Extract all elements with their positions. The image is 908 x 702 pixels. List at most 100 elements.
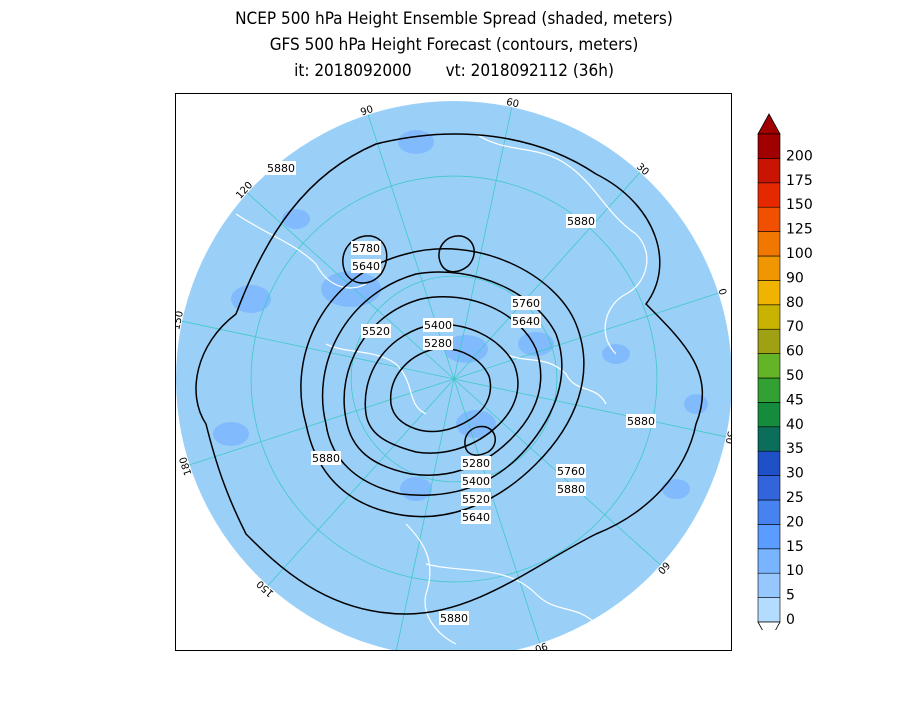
- contour-label-bg: [351, 241, 381, 255]
- contour-label: 5880: [440, 612, 468, 625]
- height-contour-4: [364, 323, 519, 454]
- colorbar-label: 125: [786, 222, 813, 238]
- colorbar-swatch-4: [757, 499, 781, 525]
- init-time: it: 2018092000: [294, 61, 412, 81]
- longitude-label: 150: [176, 310, 186, 331]
- colorbar-label: 5: [786, 588, 795, 604]
- meridian-2: [453, 292, 719, 380]
- colorbar-label: 25: [786, 490, 804, 506]
- contour-label-bg: [423, 336, 453, 350]
- coastline-0: [475, 133, 648, 355]
- meridian-9: [181, 320, 455, 380]
- longitude-label: 0: [716, 287, 728, 296]
- contour-label: 5640: [462, 511, 490, 524]
- contour-label-bg: [266, 161, 296, 175]
- colorbar-swatch-10: [757, 353, 781, 379]
- colorbar-swatch-2: [757, 548, 781, 574]
- contour-label: 5880: [312, 452, 340, 465]
- spread-shade-0: [398, 130, 434, 154]
- contour-label-bg: [439, 611, 469, 625]
- contour-label: 5400: [462, 475, 490, 488]
- contour-label-bg: [626, 414, 656, 428]
- colorbar-label: 100: [786, 246, 813, 262]
- contour-label-bg: [311, 451, 341, 465]
- colorbar-swatch-9: [757, 377, 781, 403]
- colorbar-label: 70: [786, 319, 804, 335]
- colorbar-swatch-19: [757, 133, 781, 159]
- colorbar-swatch-14: [757, 255, 781, 281]
- colorbar-swatch-11: [757, 328, 781, 354]
- spread-shade-11: [518, 332, 554, 356]
- coastline-5: [325, 343, 427, 415]
- colorbar-swatch-13: [757, 280, 781, 306]
- spread-shade-8: [282, 209, 310, 229]
- colorbar-label: 10: [786, 563, 804, 579]
- spread-shade-9: [321, 271, 381, 307]
- colorbar-label: 15: [786, 539, 804, 555]
- contour-label: 5760: [557, 465, 585, 478]
- longitude-label: 60: [505, 97, 520, 110]
- contour-label-bg: [566, 214, 596, 228]
- contour-label: 5640: [512, 315, 540, 328]
- colorbar-label: 30: [786, 466, 804, 482]
- contour-label: 5280: [462, 457, 490, 470]
- meridian-0: [453, 106, 513, 380]
- valid-time: vt: 2018092112 (36h): [445, 61, 614, 81]
- contour-label: 5880: [627, 415, 655, 428]
- colorbar-label: 50: [786, 368, 804, 384]
- coastline-1: [235, 213, 367, 289]
- spread-shade-2: [213, 422, 249, 446]
- colorbar-min-arrow: [757, 621, 781, 630]
- colorbar-label: 0: [786, 612, 795, 628]
- spread-shade-10: [444, 335, 488, 363]
- height-contour-2: [321, 271, 563, 496]
- colorbar-swatch-0: [757, 597, 781, 623]
- latitude-circle-0: [350, 275, 558, 483]
- spread-shade-1: [231, 285, 271, 313]
- height-contour-1: [300, 248, 585, 518]
- meridian-11: [367, 114, 455, 380]
- meridian-6: [395, 378, 455, 650]
- coastline-2: [405, 523, 457, 645]
- coastline-3: [425, 563, 597, 625]
- contour-label-bg: [461, 492, 491, 506]
- map-frame: 6030030609012015018015012090588058805780…: [175, 93, 732, 651]
- contour-label-bg: [556, 464, 586, 478]
- height-contour-6: [342, 235, 388, 284]
- title-line-2: GFS 500 hPa Height Forecast (contours, m…: [269, 35, 639, 55]
- meridian-7: [267, 378, 455, 586]
- colorbar-swatch-18: [757, 158, 781, 184]
- colorbar-swatch-6: [757, 450, 781, 476]
- contour-label-bg: [423, 318, 453, 332]
- colorbar-label: 20: [786, 514, 804, 530]
- meridian-5: [453, 378, 541, 644]
- contour-label: 5780: [352, 242, 380, 255]
- latitude-circle-1: [250, 175, 658, 583]
- contour-label-bg: [556, 482, 586, 496]
- colorbar-swatch-8: [757, 402, 781, 428]
- polar-map: 6030030609012015018015012090588058805780…: [176, 97, 731, 651]
- height-contour-7: [438, 235, 475, 273]
- coastline-4: [505, 353, 607, 405]
- contour-label: 5880: [557, 483, 585, 496]
- colorbar-swatch-12: [757, 304, 781, 330]
- contour-label: 5880: [567, 215, 595, 228]
- colorbar-label: 200: [786, 148, 813, 164]
- height-contour-5: [389, 347, 492, 433]
- contour-label-bg: [461, 456, 491, 470]
- meridian-1: [453, 172, 641, 380]
- colorbar-label: 90: [786, 270, 804, 286]
- colorbar-label: 80: [786, 295, 804, 311]
- title-block: NCEP 500 hPa Height Ensemble Spread (sha…: [0, 6, 908, 84]
- spread-shade-6: [400, 477, 432, 501]
- contour-label: 5520: [362, 325, 390, 338]
- colorbar-swatch-7: [757, 426, 781, 452]
- longitude-label: 90: [533, 640, 549, 651]
- title-line-3: it: 2018092000 vt: 2018092112 (36h): [0, 58, 908, 84]
- contour-label: 5760: [512, 297, 540, 310]
- meridian-8: [189, 378, 455, 466]
- colorbar-label: 60: [786, 344, 804, 360]
- contour-label-bg: [461, 510, 491, 524]
- spread-shade-5: [662, 479, 690, 499]
- colorbar-swatch-15: [757, 231, 781, 257]
